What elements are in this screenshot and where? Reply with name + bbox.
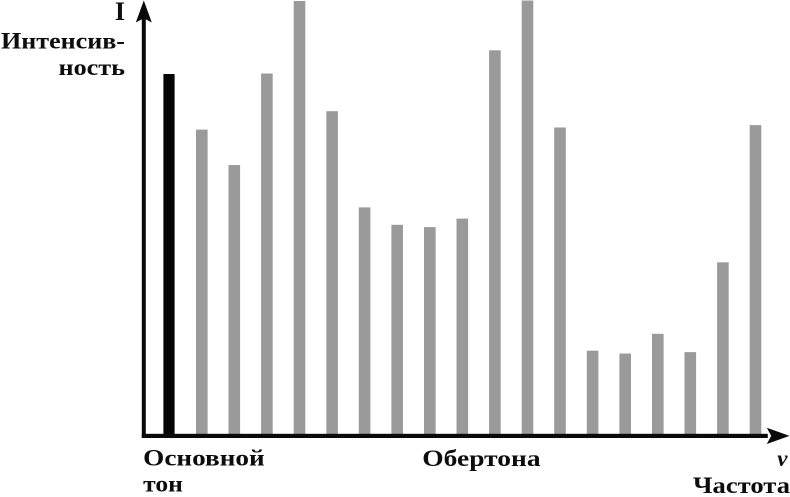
svg-text:I: I [115, 0, 125, 26]
svg-text:ность: ность [59, 55, 126, 80]
svg-text:ν: ν [777, 446, 788, 471]
svg-text:Обертона: Обертона [422, 446, 541, 471]
svg-text:тон: тон [143, 472, 183, 497]
svg-text:Частота: Частота [693, 473, 790, 497]
svg-text:Основной: Основной [143, 445, 265, 470]
svg-text:Интенсив-: Интенсив- [1, 28, 125, 53]
